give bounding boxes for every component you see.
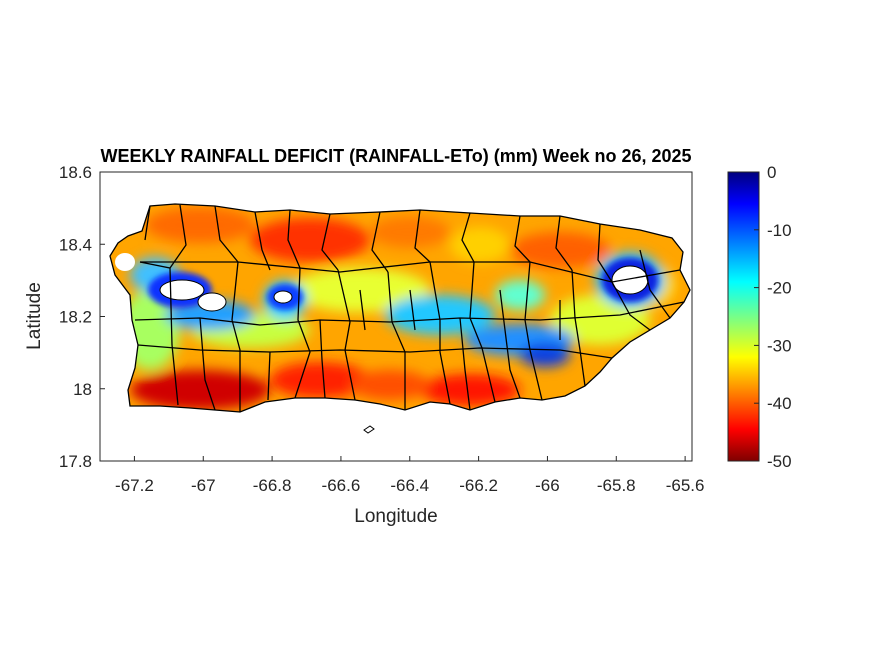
x-axis-label: Longitude (354, 506, 437, 527)
reservoir-outlines (159, 265, 649, 312)
x-tick-label: -65.8 (597, 476, 636, 495)
colorbar-tick-label: -40 (767, 394, 792, 413)
colorbar (727, 171, 760, 462)
x-tick-label: -67 (191, 476, 216, 495)
colorbar-tick-label: -30 (767, 336, 792, 355)
y-tick-label: 18.6 (59, 163, 92, 182)
y-tick-label: 18.4 (59, 235, 92, 254)
x-tick-label: -67.2 (115, 476, 154, 495)
y-tick-label: 17.8 (59, 452, 92, 471)
islet-caja-de-muertos (363, 425, 375, 434)
x-tick-label: -66 (535, 476, 560, 495)
y-tick-label: 18 (73, 380, 92, 399)
map-title: WEEKLY RAINFALL DEFICIT (RAINFALL-ETo) (… (100, 146, 691, 166)
x-tick-label: -66.2 (459, 476, 498, 495)
colorbar-tick-label: -10 (767, 221, 792, 240)
x-tick-label: -65.6 (666, 476, 705, 495)
colorbar-ticks: 0 -10 -20 -30 -40 -50 (754, 163, 792, 471)
x-axis-ticks: -67.2 -67 -66.8 -66.6 -66.4 -66.2 -66 -65.8 -65.… (115, 456, 704, 495)
x-tick-label: -66.4 (390, 476, 429, 495)
y-axis-ticks: 17.8 18 18.2 18.4 18.6 (59, 163, 105, 471)
puerto-rico-deficit-field (110, 204, 690, 412)
colorbar-tick-label: 0 (767, 163, 776, 182)
x-tick-label: -66.8 (253, 476, 292, 495)
colorbar-tick-label: -50 (767, 452, 792, 471)
colorbar-tick-label: -20 (767, 279, 792, 298)
y-tick-label: 18.2 (59, 308, 92, 327)
y-axis-label: Latitude (24, 282, 45, 350)
x-tick-label: -66.6 (322, 476, 361, 495)
